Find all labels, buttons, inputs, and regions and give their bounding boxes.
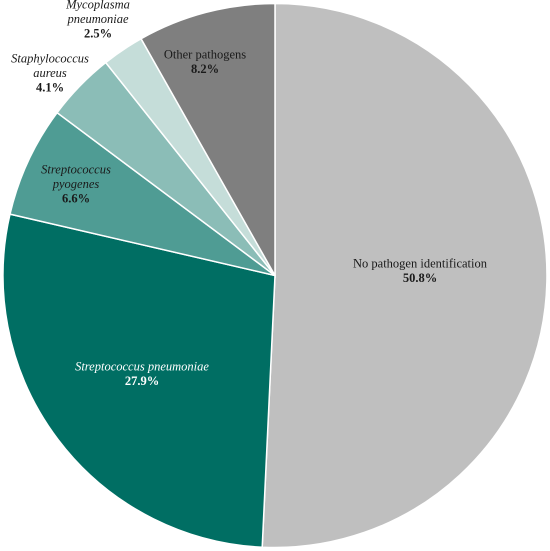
pie-slice-1 (2, 213, 276, 548)
slice-label-value-5: 8.2% (191, 62, 219, 76)
slice-label-name-4-0: Mycoplasma (65, 0, 130, 11)
slice-label-name-3-0: Staphylococcus (11, 51, 89, 65)
slice-label-name-0-0: No pathogen identification (353, 257, 488, 271)
slice-label-name-1-0: Streptococcus pneumoniae (75, 360, 209, 374)
slice-label-value-3: 4.1% (36, 80, 64, 94)
slice-label-name-2-1: pyogenes (52, 177, 100, 191)
slice-label-name-4-1: pneumoniae (66, 12, 129, 26)
slice-label-value-0: 50.8% (403, 271, 437, 285)
slice-label-value-4: 2.5% (84, 26, 112, 40)
pie-slice-2 (9, 111, 276, 277)
slice-label-value-1: 27.9% (125, 374, 159, 388)
pie-slice-0 (261, 2, 548, 549)
pie-slice-5 (140, 2, 276, 279)
slice-label-name-2-0: Streptococcus (41, 162, 111, 176)
slice-label-name-3-1: aureus (33, 66, 67, 80)
slice-label-name-5-0: Other pathogens (164, 48, 246, 62)
slice-label-value-2: 6.6% (62, 191, 90, 205)
